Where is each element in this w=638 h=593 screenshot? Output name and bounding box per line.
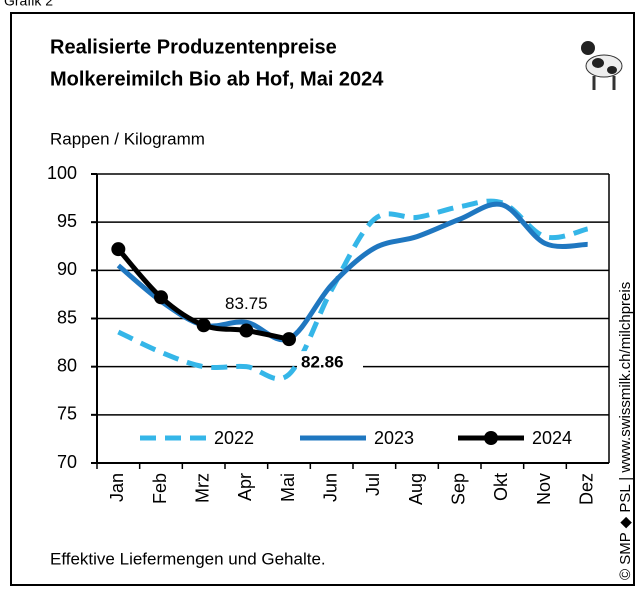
x-tick-label: Apr — [235, 473, 255, 501]
x-tick-label: Sep — [448, 473, 468, 505]
data-label: 82.86 — [301, 353, 344, 372]
x-tick-label: Jul — [363, 473, 383, 496]
legend-label: 2023 — [374, 428, 414, 448]
y-axis-label: Rappen / Kilogramm — [50, 129, 205, 148]
legend-marker — [484, 431, 498, 445]
y-tick-label: 70 — [57, 452, 77, 472]
x-tick-label: Jun — [320, 473, 340, 502]
header: Grafik 2 — [4, 0, 53, 9]
y-tick-label: 80 — [57, 355, 77, 375]
point — [239, 323, 254, 338]
x-tick-label: Nov — [534, 473, 554, 505]
x-tick-label: Feb — [150, 473, 170, 504]
x-tick-label: Jan — [107, 473, 127, 502]
legend-label: 2022 — [214, 428, 254, 448]
point — [154, 290, 168, 305]
cow-icon — [581, 41, 623, 90]
x-tick-label: Mai — [278, 473, 298, 502]
x-tick-label: Aug — [406, 473, 426, 505]
x-tick-label: Mrz — [192, 473, 212, 503]
x-tick-label: Okt — [491, 473, 511, 501]
x-tick-label: Dez — [576, 473, 596, 505]
point — [111, 242, 126, 257]
note: Effektive Liefermengen und Gehalte. — [50, 549, 326, 568]
label-bg — [297, 351, 363, 376]
y-tick-label: 95 — [57, 211, 77, 231]
data-label: 83.75 — [225, 294, 268, 313]
chart-title: Realisierte Produzentenpreise — [50, 36, 337, 58]
point — [196, 318, 211, 333]
chart-title: Molkereimilch Bio ab Hof, Mai 2024 — [50, 68, 384, 90]
source: © SMP ◆ PSL | www.swissmilk.ch/milchprei… — [617, 282, 634, 580]
frame — [10, 12, 635, 586]
y-tick-label: 90 — [57, 259, 77, 279]
point — [282, 332, 296, 347]
y-tick-label: 85 — [57, 307, 77, 327]
legend-label: 2024 — [532, 428, 572, 448]
y-tick-label: 75 — [57, 404, 77, 424]
y-tick-label: 100 — [47, 163, 77, 183]
